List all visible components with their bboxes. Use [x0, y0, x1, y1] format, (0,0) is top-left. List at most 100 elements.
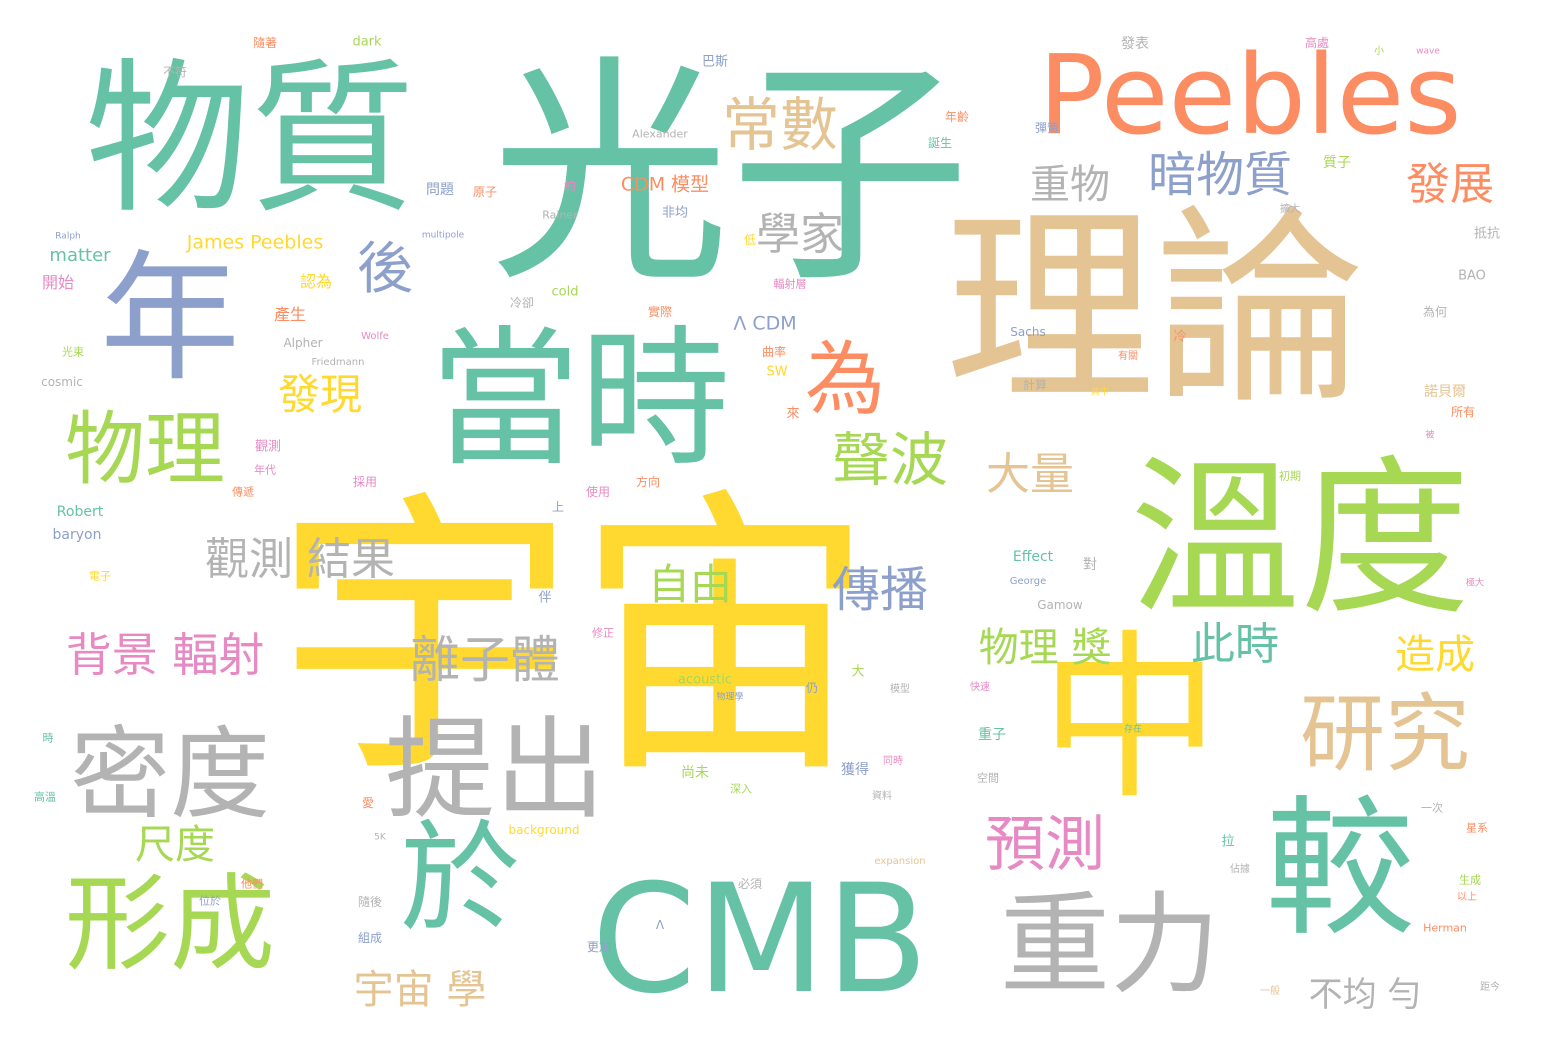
cloud-word: 其中	[1090, 387, 1110, 398]
cloud-word: 被	[1425, 430, 1435, 441]
cloud-word: CMB	[591, 853, 929, 1027]
cloud-word: 質子	[1323, 155, 1351, 171]
cloud-word: Sachs	[1010, 325, 1046, 339]
cloud-word: 仍	[805, 681, 819, 695]
cloud-word: 巴斯	[701, 54, 729, 70]
cloud-word: 後	[357, 237, 413, 302]
cloud-word: 為	[805, 333, 885, 426]
cloud-word: 重力	[1000, 881, 1220, 1009]
cloud-word: 尚未	[681, 765, 709, 781]
cloud-word: 傳播	[831, 562, 929, 618]
cloud-word: wave	[1416, 46, 1440, 57]
cloud-word: 必須	[737, 877, 763, 891]
cloud-word: 對	[1083, 557, 1097, 573]
cloud-word: Alexander	[632, 127, 688, 141]
cloud-word: 拉	[1221, 834, 1235, 850]
cloud-word: 原子	[472, 185, 498, 199]
cloud-word: Alpher	[283, 336, 323, 350]
cloud-word: 中	[1039, 615, 1221, 824]
cloud-word: 背景 輻射	[65, 628, 265, 682]
cloud-word: 上	[551, 500, 565, 514]
cloud-word: 開始	[41, 273, 75, 292]
cloud-word: 提出	[385, 706, 605, 834]
cloud-word: 所有	[1450, 405, 1476, 419]
cloud-word: 形成	[64, 863, 276, 986]
cloud-word: 隨後	[357, 895, 383, 909]
cloud-word: 他們	[241, 877, 263, 891]
cloud-word: 觀測 結果	[205, 534, 395, 585]
cloud-word: 重子	[978, 727, 1006, 743]
cloud-word: 不均 勻	[1308, 975, 1422, 1015]
cloud-word: 一般	[1260, 986, 1280, 997]
cloud-word: 極大	[1465, 578, 1485, 589]
cloud-word: 愛	[361, 796, 375, 810]
cloud-word: multipole	[421, 230, 465, 241]
cloud-word: 曲率	[761, 345, 787, 359]
cloud-word: 資料	[872, 791, 892, 802]
cloud-word: 方向	[635, 475, 661, 489]
cloud-word: 高處	[1304, 36, 1330, 50]
cloud-word: 伴	[538, 590, 552, 606]
cloud-word: 冷卻	[509, 296, 535, 310]
cloud-word: 常數	[721, 91, 839, 159]
cloud-word: Λ	[655, 918, 665, 932]
cloud-word: 時	[42, 731, 54, 745]
cloud-word: 發現	[277, 370, 363, 419]
cloud-word: 發表	[1121, 36, 1149, 52]
cloud-word: cosmic	[41, 375, 83, 389]
cloud-word: 諾貝爾	[1424, 384, 1466, 400]
cloud-word: expansion	[874, 856, 926, 867]
cloud-word: dark	[352, 34, 382, 50]
cloud-word: 密度	[70, 716, 270, 833]
cloud-word: 物理 獎	[978, 625, 1112, 671]
cloud-word: 大量	[986, 449, 1074, 500]
cloud-word: 物理	[65, 403, 225, 496]
cloud-word: 空間	[977, 771, 999, 785]
cloud-word: Gamow	[1037, 598, 1083, 612]
cloud-word: 修正	[592, 626, 614, 640]
cloud-word: 約	[563, 179, 577, 193]
cloud-word: 星系	[1466, 821, 1488, 835]
cloud-word: 生成	[1459, 873, 1481, 887]
cloud-word: 聲波	[831, 426, 949, 494]
cloud-word: 冷	[1173, 329, 1187, 345]
cloud-word: 更加	[586, 940, 612, 954]
cloud-word: 深入	[730, 782, 752, 796]
cloud-word: CDM 模型	[620, 173, 710, 196]
cloud-word: 離子體	[410, 631, 560, 689]
cloud-word: Robert	[56, 504, 104, 520]
cloud-word: 有關	[1118, 351, 1138, 362]
cloud-word: George	[1009, 576, 1047, 587]
cloud-word: 以上	[1457, 892, 1477, 903]
cloud-word: Peebles	[1038, 31, 1462, 159]
cloud-word: 模型	[890, 684, 910, 695]
cloud-word: 來	[786, 406, 800, 422]
cloud-word: 此時	[1191, 619, 1279, 670]
cloud-word: baryon	[52, 527, 102, 543]
cloud-word: 小	[1374, 46, 1384, 57]
cloud-word: 光子	[489, 35, 971, 315]
cloud-word: 觀測	[254, 439, 282, 455]
cloud-word: 同時	[883, 756, 903, 767]
cloud-word: 誕生	[927, 136, 953, 150]
cloud-word: acoustic	[678, 672, 732, 688]
cloud-word: 抵抗	[1473, 226, 1501, 242]
cloud-word: 學家	[756, 209, 844, 260]
cloud-word: 一次	[1421, 801, 1443, 815]
cloud-word: 年代	[254, 463, 276, 477]
cloud-word: Ralph	[55, 231, 81, 242]
cloud-word: 光束	[62, 345, 84, 359]
cloud-word: 計算	[1022, 378, 1048, 392]
cloud-word: SW	[766, 364, 788, 380]
cloud-word: 問題	[426, 182, 454, 198]
cloud-word: 年	[99, 238, 241, 401]
cloud-word: James Peebles	[186, 231, 324, 254]
cloud-word: 物質	[85, 43, 415, 236]
cloud-word: 較	[1264, 783, 1416, 957]
cloud-word: 非均	[661, 205, 689, 221]
cloud-word: 物理學	[716, 692, 744, 703]
cloud-word: background	[508, 823, 580, 837]
cloud-word: 實際	[647, 305, 673, 319]
cloud-word: Effect	[1012, 549, 1054, 565]
cloud-word: matter	[49, 245, 111, 266]
